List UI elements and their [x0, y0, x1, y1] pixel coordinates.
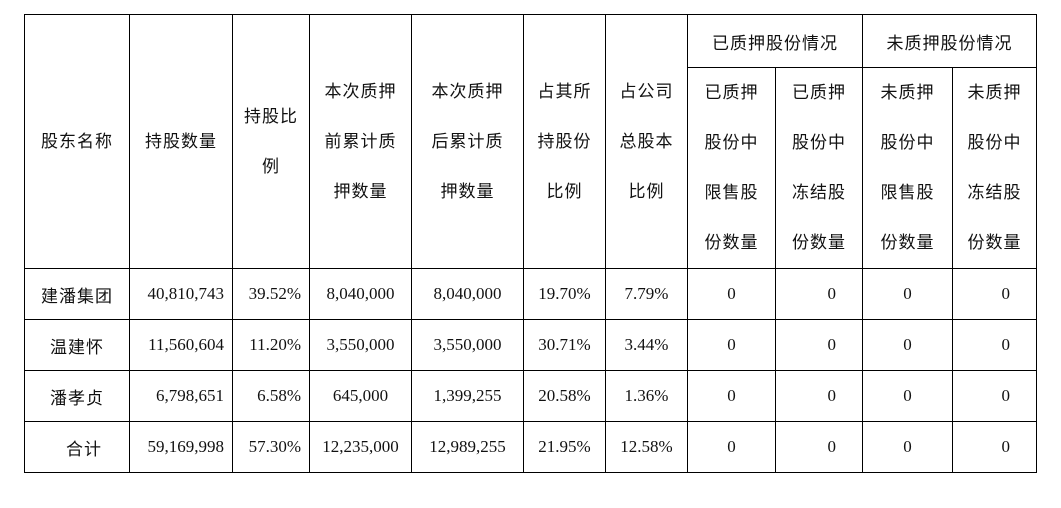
table-row: 温建怀 11,560,604 11.20% 3,550,000 3,550,00… — [24, 319, 1037, 371]
header-pledged-restricted: 已质押 股份中 限售股 份数量 — [687, 67, 776, 269]
cell-pledged-frozen: 0 — [775, 421, 863, 473]
cell-unpledged-frozen: 0 — [952, 370, 1037, 422]
cell-before: 8,040,000 — [309, 268, 412, 320]
cell-after: 1,399,255 — [411, 370, 524, 422]
cell-share-ratio: 57.30% — [232, 421, 310, 473]
cell-after: 8,040,000 — [411, 268, 524, 320]
cell-shares: 40,810,743 — [129, 268, 233, 320]
cell-own-ratio: 19.70% — [523, 268, 606, 320]
cell-unpledged-frozen: 0 — [952, 319, 1037, 371]
header-after-pledge: 本次质押 后累计质 押数量 — [411, 14, 524, 269]
cell-name: 温建怀 — [24, 319, 130, 371]
cell-pledged-frozen: 0 — [775, 319, 863, 371]
cell-unpledged-frozen: 0 — [952, 421, 1037, 473]
cell-unpledged-frozen: 0 — [952, 268, 1037, 320]
header-pledged-frozen: 已质押 股份中 冻结股 份数量 — [775, 67, 863, 269]
cell-before: 3,550,000 — [309, 319, 412, 371]
header-shares: 持股数量 — [129, 14, 233, 269]
cell-company-ratio: 3.44% — [605, 319, 688, 371]
cell-shares: 11,560,604 — [129, 319, 233, 371]
cell-shares: 59,169,998 — [129, 421, 233, 473]
cell-own-ratio: 30.71% — [523, 319, 606, 371]
cell-name: 潘孝贞 — [24, 370, 130, 422]
table-row-total: 合计 59,169,998 57.30% 12,235,000 12,989,2… — [24, 421, 1037, 473]
cell-unpledged-restricted: 0 — [862, 370, 953, 422]
table-row: 建潘集团 40,810,743 39.52% 8,040,000 8,040,0… — [24, 268, 1037, 320]
pledge-table: 股东名称 持股数量 持股比例 本次质押 前累计质 押数量 本次质押 后累计质 押数量 占… — [24, 14, 1037, 473]
cell-after: 3,550,000 — [411, 319, 524, 371]
cell-before: 645,000 — [309, 370, 412, 422]
cell-unpledged-restricted: 0 — [862, 319, 953, 371]
cell-pledged-restricted: 0 — [687, 268, 776, 320]
header-company-ratio: 占公司 总股本 比例 — [605, 14, 688, 269]
cell-company-ratio: 12.58% — [605, 421, 688, 473]
header-unpledged-frozen: 未质押 股份中 冻结股 份数量 — [952, 67, 1037, 269]
cell-after: 12,989,255 — [411, 421, 524, 473]
cell-pledged-frozen: 0 — [775, 268, 863, 320]
cell-pledged-restricted: 0 — [687, 370, 776, 422]
cell-unpledged-restricted: 0 — [862, 421, 953, 473]
header-row-1: 股东名称 持股数量 持股比例 本次质押 前累计质 押数量 本次质押 后累计质 押数量 占… — [24, 14, 1037, 269]
cell-share-ratio: 6.58% — [232, 370, 310, 422]
cell-unpledged-restricted: 0 — [862, 268, 953, 320]
cell-name: 建潘集团 — [24, 268, 130, 320]
cell-share-ratio: 11.20% — [232, 319, 310, 371]
cell-own-ratio: 21.95% — [523, 421, 606, 473]
header-own-ratio: 占其所 持股份 比例 — [523, 14, 606, 269]
cell-before: 12,235,000 — [309, 421, 412, 473]
header-before-pledge: 本次质押 前累计质 押数量 — [309, 14, 412, 269]
cell-shares: 6,798,651 — [129, 370, 233, 422]
header-pledged-group: 已质押股份情况 — [687, 14, 863, 68]
cell-pledged-restricted: 0 — [687, 421, 776, 473]
header-unpledged-restricted: 未质押 股份中 限售股 份数量 — [862, 67, 953, 269]
cell-share-ratio: 39.52% — [232, 268, 310, 320]
header-unpledged-group: 未质押股份情况 — [862, 14, 1037, 68]
cell-own-ratio: 20.58% — [523, 370, 606, 422]
header-share-ratio: 持股比例 — [232, 14, 310, 269]
header-name: 股东名称 — [24, 14, 130, 269]
cell-name: 合计 — [24, 421, 130, 473]
cell-pledged-frozen: 0 — [775, 370, 863, 422]
cell-pledged-restricted: 0 — [687, 319, 776, 371]
cell-company-ratio: 7.79% — [605, 268, 688, 320]
table-row: 潘孝贞 6,798,651 6.58% 645,000 1,399,255 20… — [24, 370, 1037, 422]
cell-company-ratio: 1.36% — [605, 370, 688, 422]
